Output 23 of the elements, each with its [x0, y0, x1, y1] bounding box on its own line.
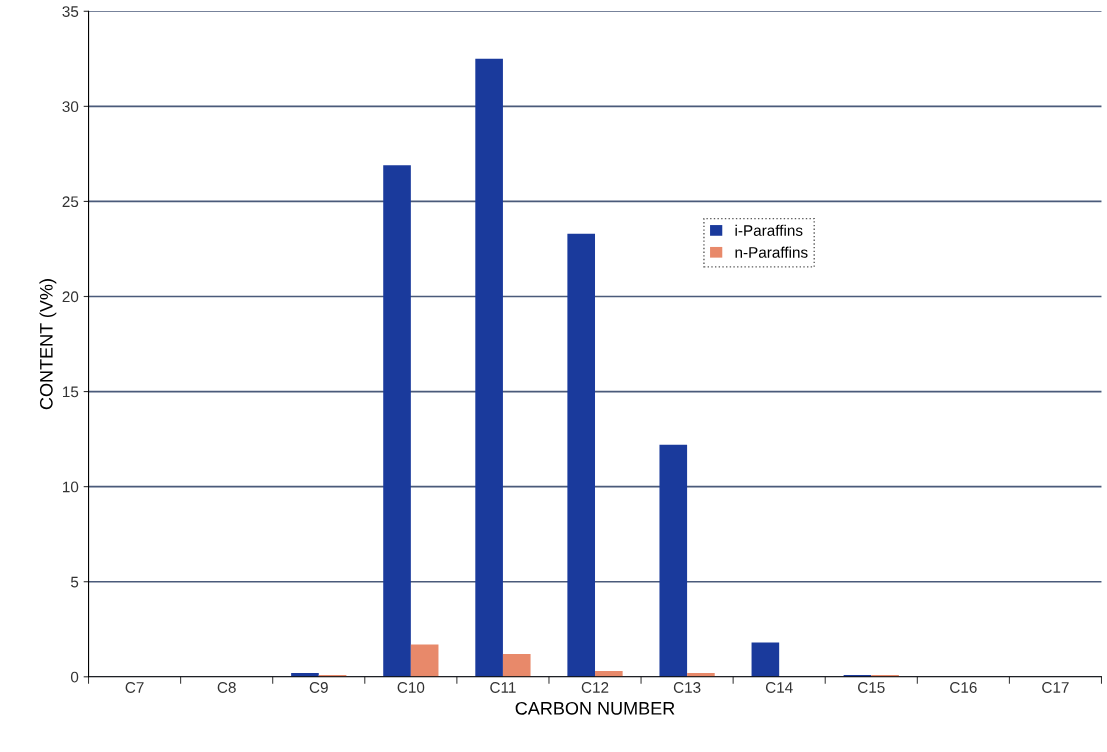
y-tick-label: 30	[62, 101, 79, 113]
y-tick-label: 10	[63, 481, 79, 493]
x-tick-label: C12	[581, 682, 609, 693]
x-tick-label: C13	[673, 682, 701, 693]
legend-label: n-Paraffins	[735, 246, 808, 258]
y-tick-label: 15	[63, 386, 79, 398]
y-tick-label: 35	[62, 6, 79, 17]
y-tick-label: 0	[70, 671, 79, 683]
x-tick-label: C14	[765, 682, 793, 693]
x-tick-label: C16	[950, 682, 977, 693]
y-tick-label: 5	[70, 576, 79, 588]
x-tick-label: C17	[1042, 682, 1069, 693]
x-tick-label: C11	[490, 682, 516, 693]
x-tick-label: C15	[858, 682, 885, 693]
x-tick-label: C9	[309, 682, 328, 693]
y-tick-label: 25	[62, 196, 79, 208]
x-tick-label: C8	[217, 682, 236, 693]
x-axis-title: CARBON NUMBER	[515, 701, 675, 715]
x-tick-label: C7	[125, 682, 144, 693]
legend-label: i-Paraffins	[735, 224, 803, 236]
x-tick-label: C10	[397, 682, 425, 693]
y-axis-title: CONTENT (V%)	[39, 279, 57, 410]
y-tick-label: 20	[62, 291, 79, 303]
